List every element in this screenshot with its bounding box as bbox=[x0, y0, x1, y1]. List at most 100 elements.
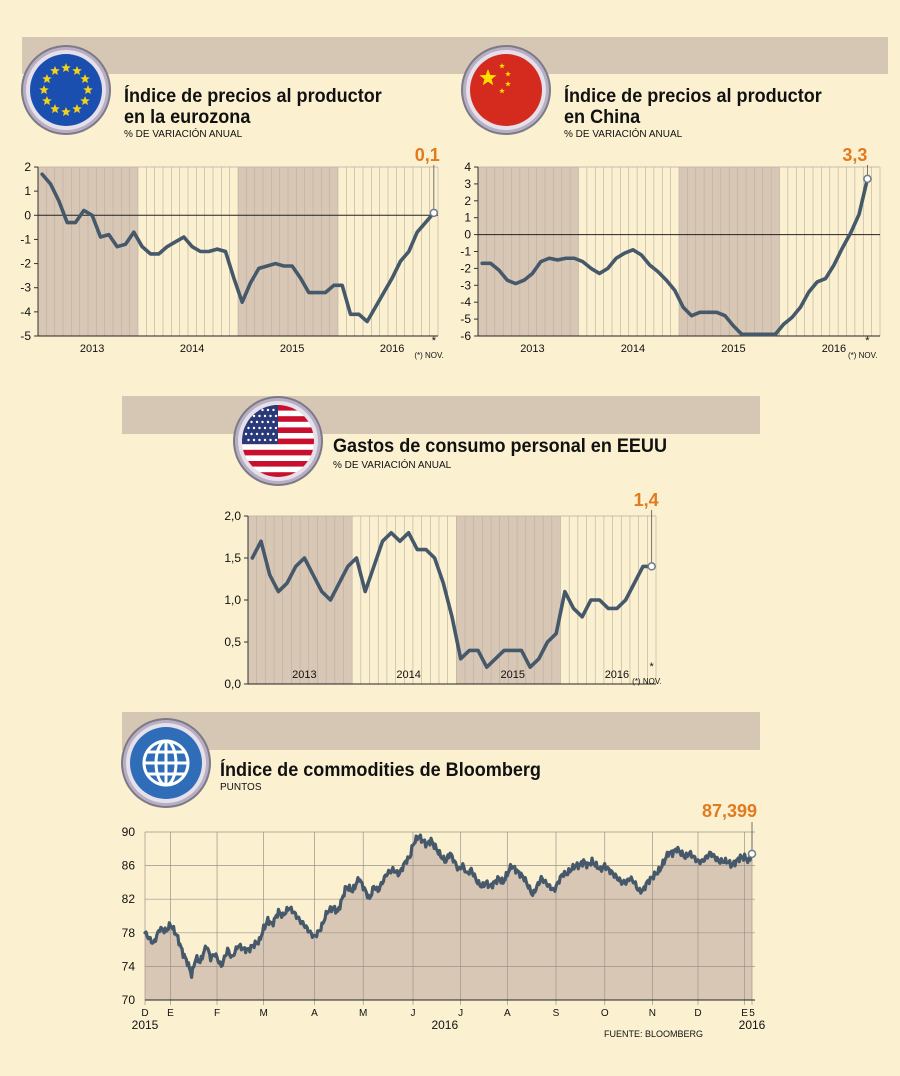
bloomberg-y-tick-label: 74 bbox=[122, 959, 136, 973]
us-flag-star-icon bbox=[274, 414, 278, 418]
eu-star-icon bbox=[61, 107, 71, 117]
us-flag-star-icon bbox=[255, 432, 259, 436]
globe-icon bbox=[130, 727, 202, 799]
source-note: FUENTE: BLOOMBERG bbox=[604, 1029, 704, 1039]
us-flag-star-icon bbox=[269, 426, 272, 430]
china-y-tick-label: 1 bbox=[464, 211, 471, 225]
bloomberg-year-label: 2016 bbox=[431, 1018, 458, 1032]
top-band bbox=[22, 37, 888, 74]
eu-star-icon bbox=[39, 85, 49, 95]
us-flag-star-icon bbox=[261, 420, 264, 424]
us-flag-star-icon bbox=[258, 414, 261, 418]
bloomberg-year-label: 2016 bbox=[739, 1018, 766, 1032]
eurozone-year-label: 2014 bbox=[180, 343, 204, 355]
china-y-tick-label: 0 bbox=[464, 228, 471, 242]
usa-footnote-star: * bbox=[650, 661, 655, 673]
us-flag-star-icon bbox=[269, 438, 272, 442]
eu-star-icon bbox=[50, 65, 60, 75]
us-flag-star-icon bbox=[247, 438, 250, 442]
china-series-line bbox=[480, 177, 870, 337]
eurozone-y-tick-label: 0 bbox=[24, 208, 31, 222]
usa-year-label: 2015 bbox=[501, 669, 525, 681]
us-badge bbox=[238, 401, 318, 481]
eurozone-title-line2: en la eurozona bbox=[124, 107, 251, 128]
usa-title: Gastos de consumo personal en EEUU bbox=[333, 436, 667, 457]
middle-band bbox=[122, 396, 760, 434]
usa-year-label: 2016 bbox=[605, 669, 629, 681]
us-flag-star-icon bbox=[266, 432, 270, 436]
bloomberg-x-tick-label: E bbox=[741, 1008, 748, 1019]
eu-star-icon bbox=[42, 74, 52, 84]
bloomberg-title-line1: Índice de commodities de Bloomberg bbox=[220, 760, 541, 781]
eu-star-icon bbox=[61, 63, 71, 73]
us-flag-star-icon bbox=[272, 408, 275, 412]
us-flag-stripe bbox=[242, 449, 314, 456]
china-y-tick-label: -4 bbox=[460, 295, 471, 309]
us-flag-star-icon bbox=[266, 420, 270, 424]
eu-star-icon bbox=[80, 96, 90, 106]
usa-series-line bbox=[250, 530, 654, 669]
china-y-tick-label: 4 bbox=[464, 160, 471, 174]
bloomberg-x-tick-label: A bbox=[504, 1008, 511, 1019]
china-title-line1: Índice de precios al productor bbox=[564, 86, 822, 107]
us-flag-star-icon bbox=[255, 408, 259, 412]
globe-badge bbox=[126, 723, 206, 803]
eu-star-icon bbox=[50, 104, 60, 114]
bloomberg-x-tick-label: O bbox=[601, 1008, 609, 1019]
china-year-label: 2014 bbox=[621, 343, 645, 355]
us-flag-star-icon bbox=[274, 438, 278, 442]
usa-last-value-label: 1,4 bbox=[634, 490, 659, 510]
us-flag-icon bbox=[242, 405, 314, 477]
us-flag-star-icon bbox=[250, 432, 253, 436]
bloomberg-x-tick-label: D bbox=[141, 1008, 148, 1019]
china-y-tick-label: 3 bbox=[464, 177, 471, 191]
bloomberg-last-point bbox=[747, 849, 757, 859]
us-flag-stripe bbox=[242, 472, 314, 477]
china-year-label: 2013 bbox=[520, 343, 544, 355]
us-flag-star-icon bbox=[247, 414, 250, 418]
eurozone-title-line1: Índice de precios al productor bbox=[124, 86, 382, 107]
eu-star-icon bbox=[72, 65, 82, 75]
us-flag-star-icon bbox=[263, 414, 267, 418]
usa-y-tick-label: 1,0 bbox=[224, 593, 241, 607]
usa-year-label: 2014 bbox=[396, 669, 420, 681]
usa-footnote: (*) NOV. bbox=[632, 677, 662, 686]
usa-year-label: 2013 bbox=[292, 669, 316, 681]
china-star-icon bbox=[505, 81, 511, 87]
eurozone-footnote-star: * bbox=[432, 335, 437, 347]
bottom-band bbox=[122, 712, 760, 750]
china-flag-icon bbox=[470, 54, 542, 126]
bloomberg-subtitle: PUNTOS bbox=[220, 782, 262, 793]
eurozone-y-tick-label: 1 bbox=[24, 184, 31, 198]
us-flag-star-icon bbox=[255, 420, 259, 424]
bloomberg-y-tick-label: 78 bbox=[122, 926, 136, 940]
usa-y-tick-label: 0,0 bbox=[224, 677, 241, 691]
eurozone-year-label: 2013 bbox=[80, 343, 104, 355]
us-flag-star-icon bbox=[258, 438, 261, 442]
china-y-tick-label: -3 bbox=[460, 278, 471, 292]
us-flag-star-icon bbox=[272, 420, 275, 424]
bloomberg-x-tick-label: 5 bbox=[749, 1008, 755, 1019]
china-footnote: (*) NOV. bbox=[848, 351, 878, 360]
us-flag-star-icon bbox=[250, 420, 253, 424]
china-y-tick-label: -2 bbox=[460, 261, 471, 275]
usa-y-tick-label: 2,0 bbox=[224, 509, 241, 523]
china-last-point bbox=[863, 174, 872, 184]
eu-star-icon bbox=[72, 104, 82, 114]
bloomberg-year-label: 2015 bbox=[132, 1018, 159, 1032]
us-flag-star-icon bbox=[252, 426, 256, 430]
china-y-tick-label: -5 bbox=[460, 312, 471, 326]
eurozone-last-value-label: 0,1 bbox=[415, 145, 440, 165]
us-flag-star-icon bbox=[272, 432, 275, 436]
us-flag-star-icon bbox=[247, 426, 250, 430]
eurozone-year-label: 2016 bbox=[380, 343, 404, 355]
us-flag-star-icon bbox=[266, 408, 270, 412]
usa-y-tick-label: 0,5 bbox=[224, 635, 241, 649]
us-flag-star-icon bbox=[258, 426, 261, 430]
us-flag-star-icon bbox=[261, 432, 264, 436]
eurozone-last-point bbox=[429, 208, 439, 218]
china-star-icon bbox=[499, 88, 505, 94]
eurozone-y-tick-label: -5 bbox=[20, 329, 31, 343]
eu-star-icon bbox=[80, 74, 90, 84]
